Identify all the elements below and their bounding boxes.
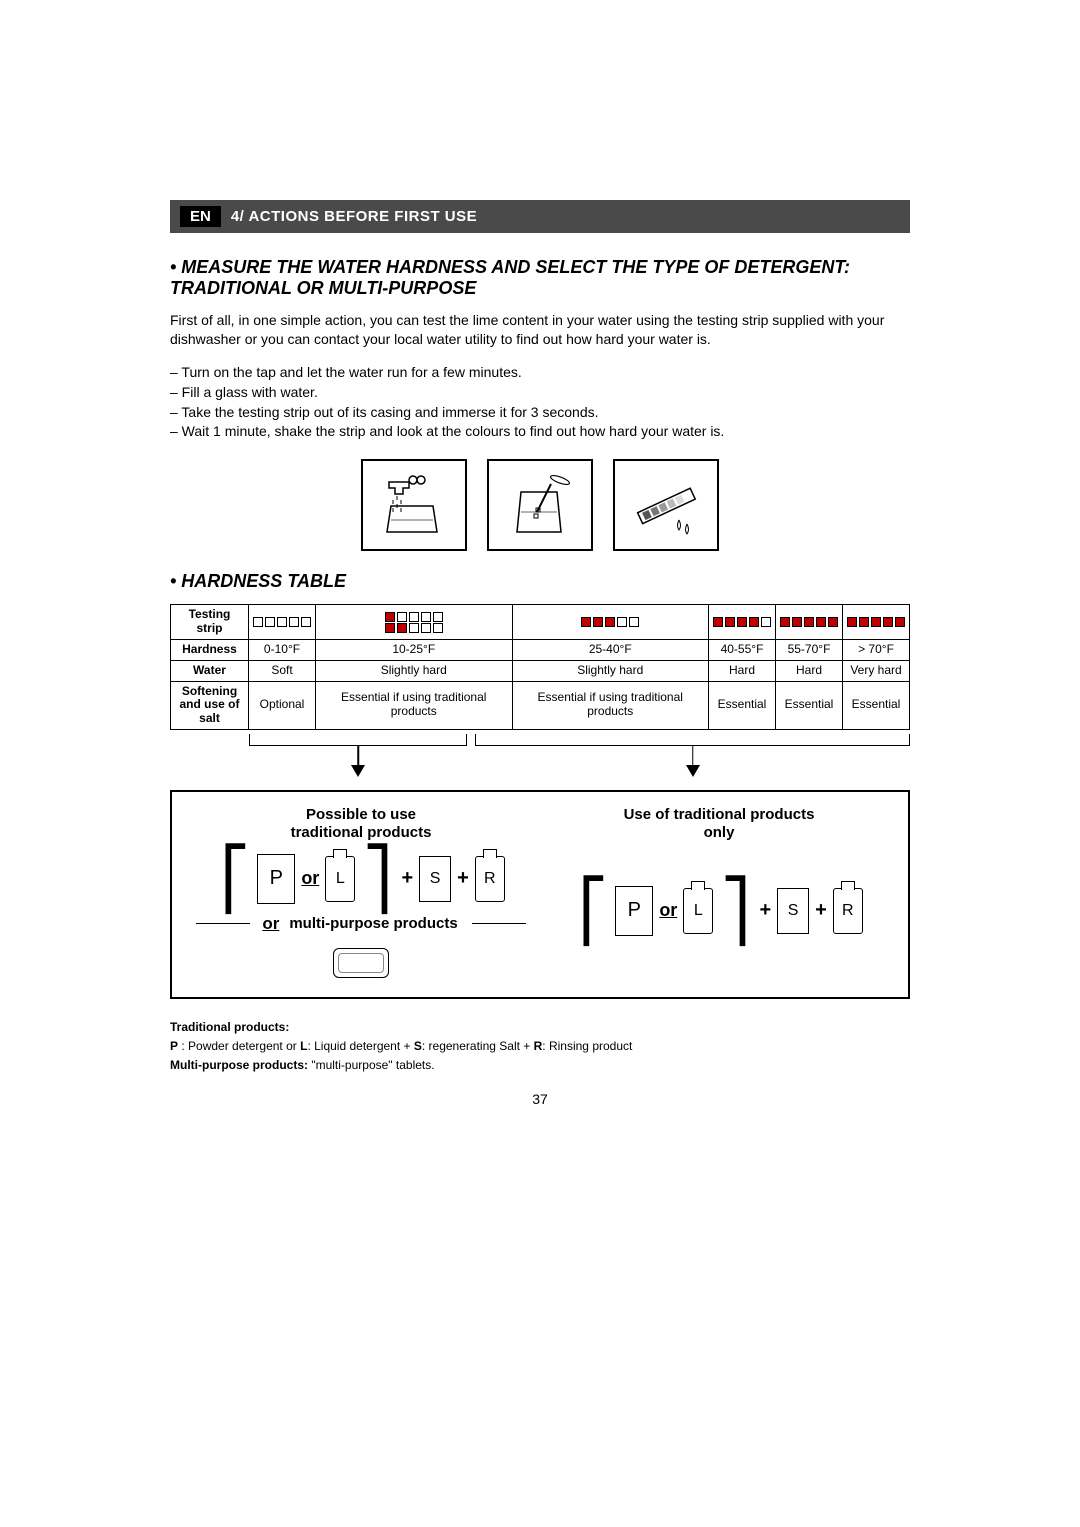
or-label: or — [258, 914, 283, 934]
step: – Wait 1 minute, shake the strip and loo… — [170, 422, 910, 441]
tablet-icon — [188, 944, 534, 983]
product-S-icon: S — [777, 888, 809, 934]
cell: Essential — [776, 681, 843, 729]
cell: Essential — [709, 681, 776, 729]
bracket-icon: ⎤ — [359, 855, 395, 903]
legend-key: R — [534, 1039, 543, 1053]
lang-badge: EN — [180, 206, 221, 227]
row-header: Softening and use of salt — [171, 681, 249, 729]
bracket-right — [475, 734, 910, 746]
product-L-icon: L — [325, 856, 355, 902]
or-label: or — [299, 868, 321, 889]
plus: + — [813, 899, 829, 922]
product-R-icon: R — [833, 888, 863, 934]
bracket-indicators — [170, 734, 910, 754]
step: – Turn on the tap and let the water run … — [170, 363, 910, 382]
cell: > 70°F — [843, 639, 910, 660]
legend-text: : Rinsing product — [542, 1039, 632, 1053]
cell: 40-55°F — [709, 639, 776, 660]
legend-text: : Powder detergent or — [178, 1039, 300, 1053]
intro-text: First of all, in one simple action, you … — [170, 311, 910, 349]
strip-cell — [843, 605, 910, 640]
panel-left-heading: Possible to use traditional products — [188, 806, 534, 842]
cell: Essential if using traditional products — [512, 681, 709, 729]
strip-cell — [316, 605, 513, 640]
legend: Traditional products: P : Powder deterge… — [170, 1019, 910, 1073]
steps-list: – Turn on the tap and let the water run … — [170, 363, 910, 442]
plus: + — [757, 899, 773, 922]
cell: 25-40°F — [512, 639, 709, 660]
legend-text: : regenerating Salt + — [422, 1039, 534, 1053]
products-panel: Possible to use traditional products ⎡ P… — [170, 790, 910, 999]
panel-right-heading: Use of traditional products only — [546, 806, 892, 842]
section2-title: • HARDNESS TABLE — [170, 571, 910, 592]
cell: 55-70°F — [776, 639, 843, 660]
or-label: or — [657, 900, 679, 921]
cell: Essential — [843, 681, 910, 729]
hardness-table: Testing strip Hardness 0-10°F 10-25°F 25… — [170, 604, 910, 730]
row-header: Hardness — [171, 639, 249, 660]
page-number: 37 — [170, 1091, 910, 1107]
cell: Slightly hard — [316, 660, 513, 681]
cell: Hard — [776, 660, 843, 681]
product-P-icon: P — [257, 854, 295, 904]
strip-cell — [249, 605, 316, 640]
product-R-icon: R — [475, 856, 505, 902]
cell: Essential if using traditional products — [316, 681, 513, 729]
traditional-combo: ⎡ P or L ⎤ + S + R — [546, 886, 892, 936]
legend-text: "multi-purpose" tablets. — [308, 1058, 435, 1072]
legend-key: S — [414, 1039, 422, 1053]
fig-tap-icon — [361, 459, 467, 551]
section-header: EN 4/ ACTIONS BEFORE FIRST USE — [170, 200, 910, 233]
bracket-left — [249, 734, 467, 746]
panel-right: Use of traditional products only ⎡ P or … — [540, 806, 898, 983]
legend-heading: Traditional products: — [170, 1020, 289, 1034]
cell: Very hard — [843, 660, 910, 681]
fig-glass-strip-icon — [487, 459, 593, 551]
cell: Hard — [709, 660, 776, 681]
plus: + — [455, 867, 471, 890]
bracket-icon: ⎡ — [217, 855, 253, 903]
legend-text: : Liquid detergent + — [307, 1039, 413, 1053]
section1-title: • MEASURE THE WATER HARDNESS AND SELECT … — [170, 257, 910, 299]
or-divider: or multi-purpose products — [188, 914, 534, 934]
bracket-icon: ⎡ — [575, 887, 611, 935]
row-header: Water — [171, 660, 249, 681]
cell: 0-10°F — [249, 639, 316, 660]
panel-left: Possible to use traditional products ⎡ P… — [182, 806, 540, 983]
multi-label: multi-purpose products — [283, 915, 463, 932]
product-P-icon: P — [615, 886, 653, 936]
step: – Take the testing strip out of its casi… — [170, 403, 910, 422]
strip-cell — [709, 605, 776, 640]
bracket-icon: ⎤ — [717, 887, 753, 935]
row-header: Testing strip — [171, 605, 249, 640]
legend-key: P — [170, 1039, 178, 1053]
step: – Fill a glass with water. — [170, 383, 910, 402]
cell: Soft — [249, 660, 316, 681]
cell: Optional — [249, 681, 316, 729]
legend-heading: Multi-purpose products: — [170, 1058, 308, 1072]
cell: Slightly hard — [512, 660, 709, 681]
strip-cell — [512, 605, 709, 640]
cell: 10-25°F — [316, 639, 513, 660]
instruction-figures — [170, 459, 910, 551]
strip-cell — [776, 605, 843, 640]
header-title: 4/ ACTIONS BEFORE FIRST USE — [231, 208, 477, 225]
product-L-icon: L — [683, 888, 713, 934]
plus: + — [399, 867, 415, 890]
traditional-combo: ⎡ P or L ⎤ + S + R — [188, 854, 534, 904]
product-S-icon: S — [419, 856, 451, 902]
fig-strip-result-icon — [613, 459, 719, 551]
